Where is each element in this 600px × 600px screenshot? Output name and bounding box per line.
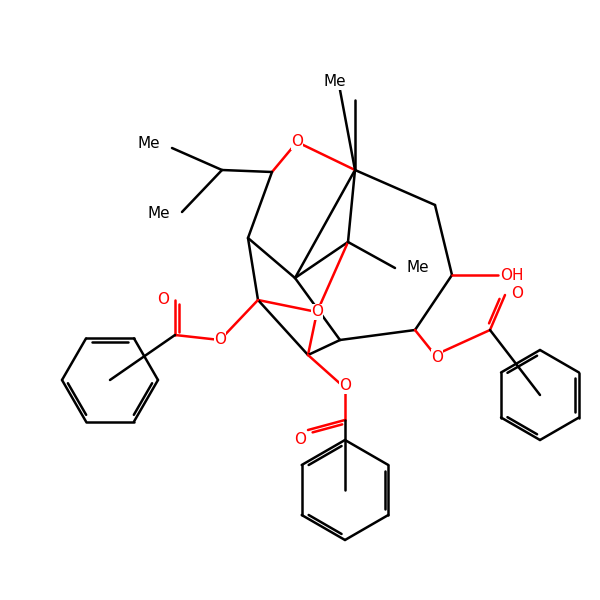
Text: O: O	[431, 349, 443, 364]
Text: OH: OH	[500, 268, 523, 283]
Text: O: O	[339, 379, 351, 394]
Text: Me: Me	[148, 206, 170, 221]
Text: O: O	[294, 432, 306, 447]
Text: O: O	[157, 292, 169, 307]
Text: Me: Me	[407, 260, 430, 275]
Text: O: O	[214, 332, 226, 347]
Text: O: O	[291, 134, 303, 149]
Text: O: O	[511, 286, 523, 301]
Text: Me: Me	[323, 74, 346, 89]
Text: O: O	[311, 304, 323, 319]
Text: Me: Me	[137, 136, 160, 151]
